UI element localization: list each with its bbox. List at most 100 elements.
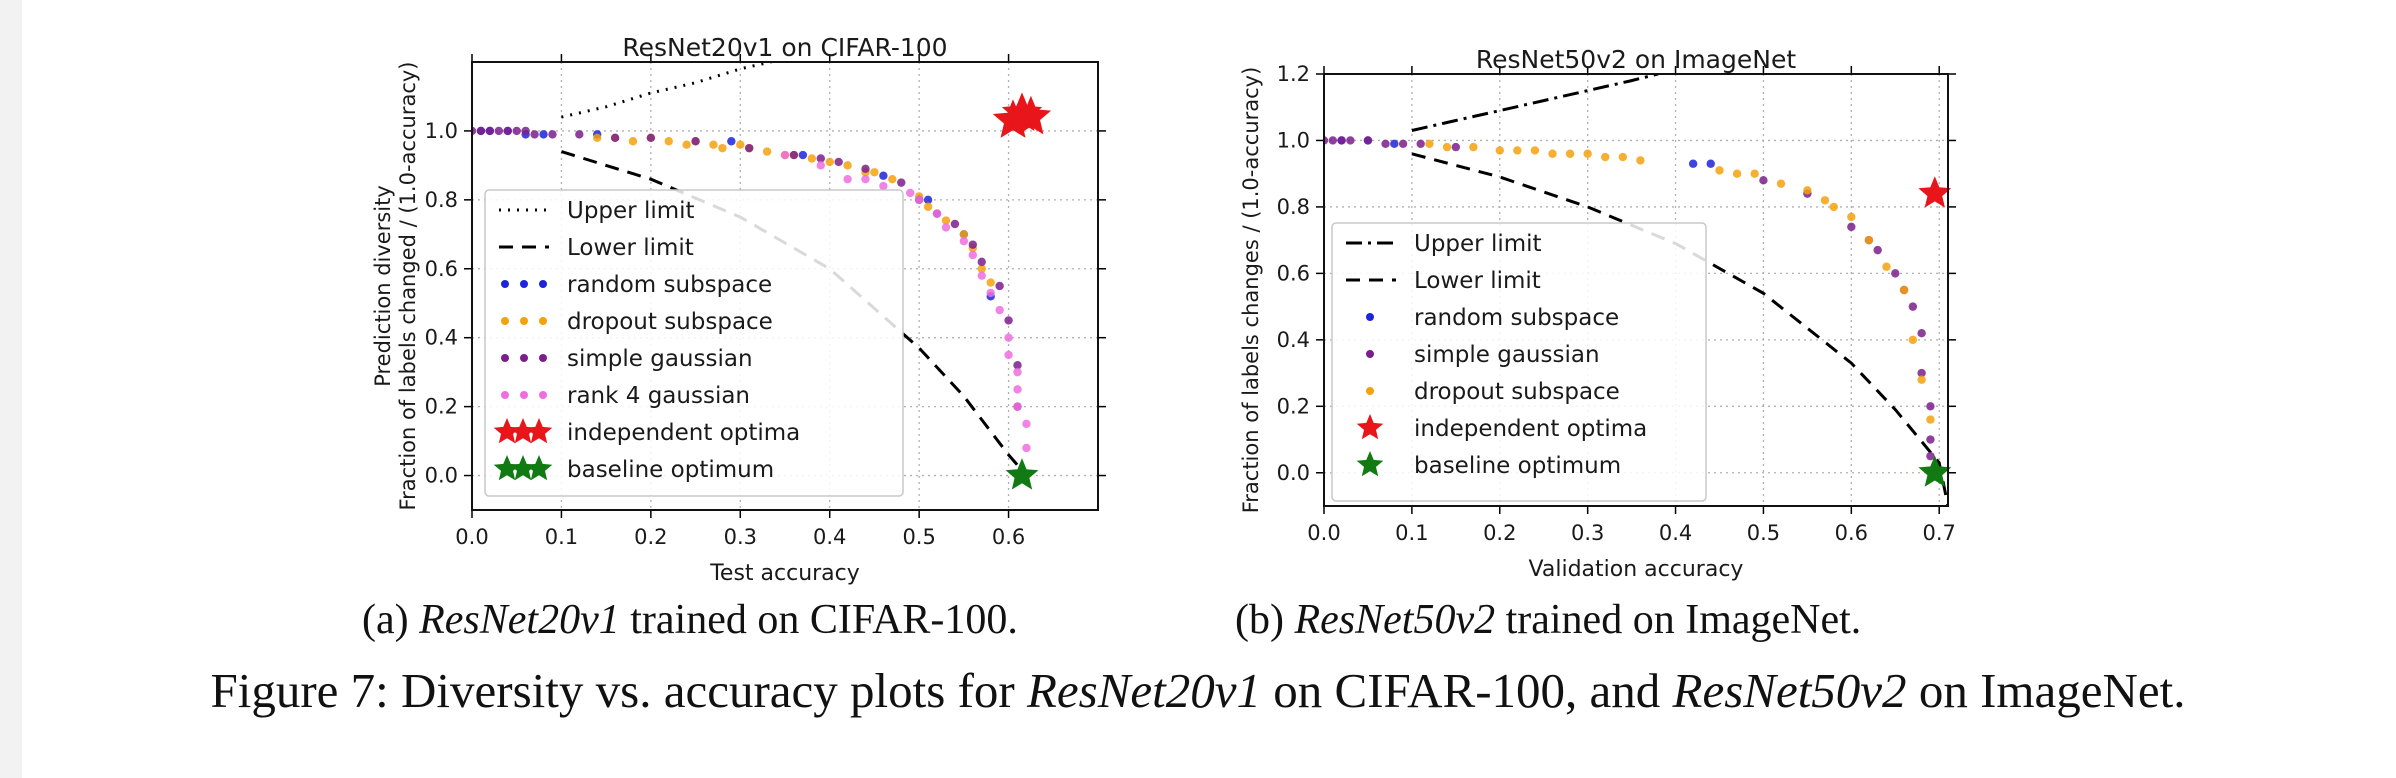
left-legend-independent-optima-swatch — [493, 418, 521, 444]
right-x-tick-label: 0.7 — [1923, 521, 1956, 545]
left-baseline-optimum-point — [1005, 458, 1039, 490]
caption-model-2: ResNet50v2 — [1672, 663, 1907, 718]
chart-resnet50v2: 0.0 0.1 0.2 0.3 0.4 0.5 0.6 0.7 0.0 0.2 0.4 0.6 0.8 1… — [1222, 0, 1982, 590]
right-legend-simple-gaussian-swatch — [1366, 350, 1374, 358]
right-legend-lower-limit-label: Lower limit — [1414, 268, 1541, 294]
right-dropout-subspace-point — [1548, 149, 1557, 158]
right-simple-gaussian-point — [1337, 136, 1346, 145]
right-legend-baseline-optimum-label: baseline optimum — [1414, 453, 1621, 479]
left-dropout-subspace-point — [986, 278, 995, 287]
left-random-subspace-point — [798, 150, 808, 160]
left-legend-independent-optima-label: independent optima — [567, 420, 800, 446]
left-rank-4-gaussian-point — [1004, 333, 1013, 342]
right-plot-frame — [1323, 73, 1949, 507]
left-legend-rank-4-gaussian-swatch — [501, 391, 509, 399]
left-legend-box — [484, 189, 904, 497]
left-simple-gaussian-point — [485, 126, 495, 136]
chart-resnet20v1-svg: 0.0 0.1 0.2 0.3 0.4 0.5 0.6 0.0 0.2 0.4 0.6 0.8 1.0 R… — [371, 33, 1106, 586]
right-simple-gaussian-point — [1926, 451, 1935, 461]
left-legend-dropout-subspace-swatch — [520, 317, 528, 325]
right-dropout-subspace-point — [1469, 142, 1478, 152]
right-simple-gaussian-point — [1451, 142, 1461, 152]
right-legend-box — [1331, 222, 1707, 502]
left-legend-simple-gaussian-label: simple gaussian — [567, 346, 753, 372]
right-simple-gaussian-point — [1398, 139, 1408, 148]
left-legend-rank-4-gaussian-swatch — [539, 391, 547, 399]
left-rank-4-gaussian-point — [861, 174, 870, 184]
right-dropout-subspace-point — [1715, 166, 1724, 175]
left-legend-dropout-subspace-swatch — [539, 317, 547, 325]
right-legend-dropout-subspace-swatch — [1366, 387, 1374, 395]
left-legend-upper-limit-label: Upper limit — [567, 198, 695, 224]
right-simple-gaussian-point — [1363, 136, 1373, 145]
right-simple-gaussian-point — [1917, 329, 1926, 338]
left-rank-4-gaussian-point — [932, 209, 942, 218]
right-legend-random-subspace-swatch — [1366, 313, 1374, 321]
right-chart-title: ResNet50v2 on ImageNet — [1476, 45, 1796, 74]
left-simple-gaussian-point — [968, 240, 977, 249]
right-legend-baseline-optimum-swatch — [1356, 451, 1384, 477]
left-legend-simple-gaussian-swatch — [501, 354, 509, 362]
right-random-subspace-point — [1688, 159, 1698, 168]
left-y-tick-label: 0.0 — [425, 464, 458, 488]
right-dropout-subspace-point — [1917, 375, 1926, 384]
right-simple-gaussian-point — [1908, 302, 1918, 311]
right-x-tick-label: 0.0 — [1307, 521, 1340, 545]
right-plot-area — [1324, 74, 1948, 506]
left-random-subspace-point — [727, 137, 736, 146]
left-rank-4-gaussian-point — [816, 161, 825, 170]
left-dropout-subspace-point — [709, 140, 718, 149]
left-simple-gaussian-point — [646, 133, 656, 143]
left-legend-independent-optima-swatch — [509, 418, 537, 444]
caption-part-2: on CIFAR-100, and — [1261, 663, 1673, 718]
left-dropout-subspace-point — [843, 161, 852, 170]
left-dropout-subspace-point — [682, 140, 691, 149]
right-y-tick-label: 0.8 — [1277, 195, 1310, 219]
left-simple-gaussian-point — [897, 178, 906, 187]
left-simple-gaussian-point — [472, 126, 477, 136]
right-dropout-subspace-point — [1513, 146, 1522, 155]
right-y-tick-label: 0.6 — [1277, 261, 1310, 285]
right-dropout-subspace-point — [1882, 262, 1891, 271]
left-dropout-subspace-point — [593, 133, 602, 143]
left-random-subspace-point — [879, 171, 888, 180]
left-rank-4-gaussian-point — [986, 288, 995, 298]
left-y-axis-label: Fraction of labels changed / (1.0-accura… — [396, 62, 420, 511]
caption-model-1: ResNet20v1 — [1026, 663, 1262, 718]
left-legend-dropout-subspace-swatch — [501, 317, 509, 325]
left-legend-baseline-optimum-swatch — [509, 455, 537, 481]
left-legend-baseline-optimum-swatch — [525, 455, 553, 481]
right-dropout-subspace-point — [1425, 139, 1434, 148]
right-random-subspace-point — [1390, 139, 1399, 148]
right-dropout-subspace-point — [1636, 156, 1645, 165]
right-dropout-subspace-point — [1583, 149, 1592, 158]
right-dropout-subspace-point — [1565, 149, 1575, 158]
subcaption-a: (a) ResNet20v1 trained on CIFAR-100. — [362, 596, 1018, 644]
right-x-axis-label: Validation accuracy — [1529, 557, 1744, 582]
left-simple-gaussian-point — [575, 130, 584, 139]
left-legend-random-subspace-swatch — [539, 280, 547, 288]
caption-part-1: Figure 7: Diversity vs. accuracy plots f… — [210, 663, 1027, 718]
left-y-tick-label: 1.0 — [425, 119, 458, 143]
left-legend-random-subspace-swatch — [520, 280, 528, 288]
right-dropout-subspace-point — [1829, 202, 1838, 212]
left-x-tick-label: 0.2 — [634, 525, 667, 549]
right-independent-optima-point — [1918, 176, 1952, 208]
left-simple-gaussian-point — [548, 130, 557, 139]
right-dropout-subspace-point — [1442, 142, 1452, 152]
left-dropout-subspace-point — [807, 154, 817, 163]
left-simple-gaussian-point — [977, 257, 986, 267]
right-legend-independent-optima-swatch — [1356, 414, 1384, 440]
right-dropout-subspace-point — [1908, 335, 1918, 345]
right-simple-gaussian-point — [1926, 402, 1935, 411]
left-dropout-subspace-point — [718, 143, 727, 153]
right-dropout-subspace-point — [1776, 179, 1786, 188]
right-dropout-subspace-point — [1820, 196, 1830, 205]
subcaption-a-model: ResNet20v1 — [419, 597, 620, 643]
left-chart-title: ResNet20v1 on CIFAR-100 — [622, 33, 947, 62]
left-rank-4-gaussian-point — [959, 237, 969, 246]
right-random-subspace-point — [1706, 159, 1715, 168]
left-simple-gaussian-point — [512, 126, 521, 136]
right-x-tick-label: 0.4 — [1659, 521, 1692, 545]
right-simple-gaussian-point — [1891, 269, 1900, 278]
